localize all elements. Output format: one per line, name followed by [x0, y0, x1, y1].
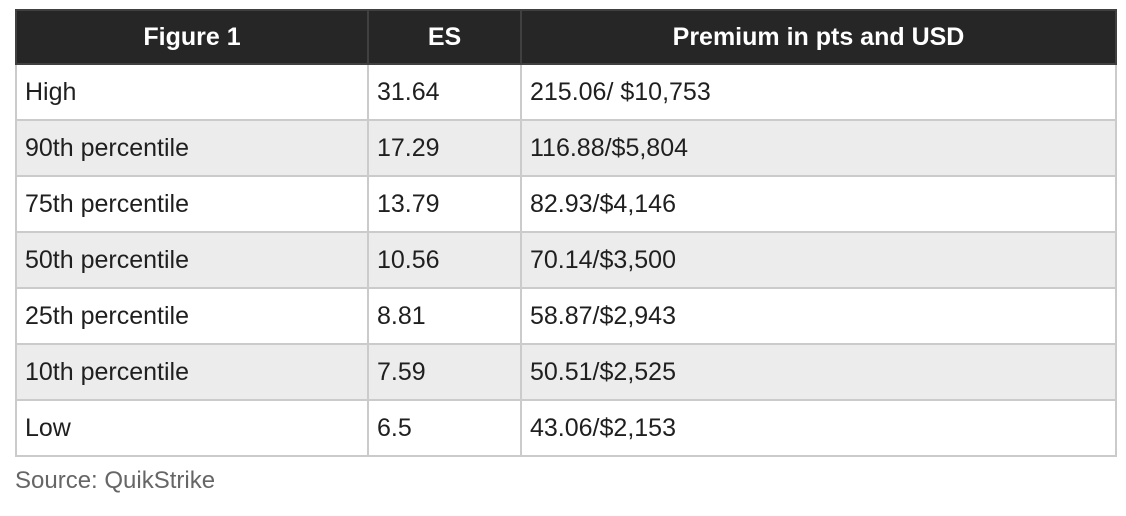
premium-value: 215.06/ $10,753	[520, 63, 1117, 121]
es-value: 13.79	[367, 175, 522, 233]
table-row: Low 6.5 43.06/$2,153	[15, 399, 1117, 457]
table-row: 25th percentile 8.81 58.87/$2,943	[15, 287, 1117, 345]
row-label: 50th percentile	[15, 231, 369, 289]
es-value: 7.59	[367, 343, 522, 401]
column-header-es: ES	[367, 9, 522, 65]
table-row: 10th percentile 7.59 50.51/$2,525	[15, 343, 1117, 401]
es-value: 17.29	[367, 119, 522, 177]
premium-value: 43.06/$2,153	[520, 399, 1117, 457]
premium-value: 82.93/$4,146	[520, 175, 1117, 233]
figure-1-table: Figure 1 ES Premium in pts and USD High …	[15, 9, 1117, 457]
table-row: 75th percentile 13.79 82.93/$4,146	[15, 175, 1117, 233]
table-row: High 31.64 215.06/ $10,753	[15, 63, 1117, 121]
es-value: 31.64	[367, 63, 522, 121]
es-value: 10.56	[367, 231, 522, 289]
es-value: 8.81	[367, 287, 522, 345]
premium-value: 116.88/$5,804	[520, 119, 1117, 177]
row-label: 90th percentile	[15, 119, 369, 177]
table-row: 50th percentile 10.56 70.14/$3,500	[15, 231, 1117, 289]
premium-value: 70.14/$3,500	[520, 231, 1117, 289]
premium-value: 58.87/$2,943	[520, 287, 1117, 345]
es-value: 6.5	[367, 399, 522, 457]
source-note: Source: QuikStrike	[15, 467, 216, 494]
row-label: 25th percentile	[15, 287, 369, 345]
premium-value: 50.51/$2,525	[520, 343, 1117, 401]
row-label: Low	[15, 399, 369, 457]
column-header-figure-1: Figure 1	[15, 9, 369, 65]
table-header-row: Figure 1 ES Premium in pts and USD	[15, 9, 1117, 65]
column-header-premium: Premium in pts and USD	[520, 9, 1117, 65]
row-label: High	[15, 63, 369, 121]
table-row: 90th percentile 17.29 116.88/$5,804	[15, 119, 1117, 177]
row-label: 75th percentile	[15, 175, 369, 233]
row-label: 10th percentile	[15, 343, 369, 401]
